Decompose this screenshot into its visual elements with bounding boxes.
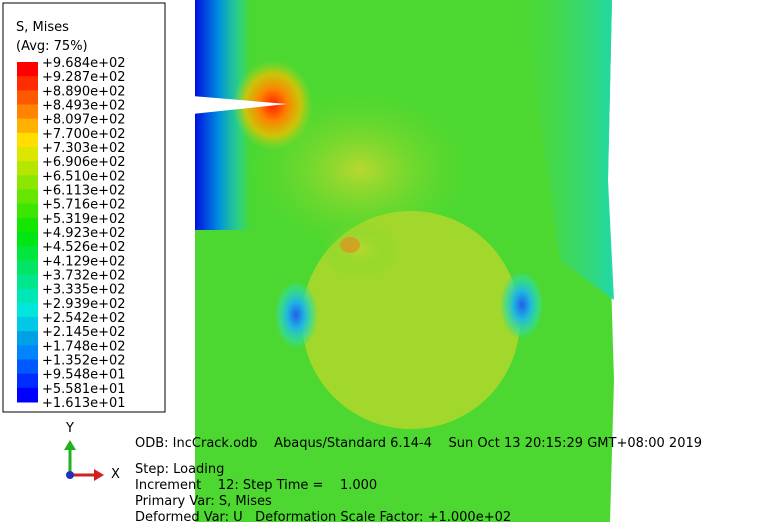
legend-level: +2.542e+02 xyxy=(42,311,126,326)
legend-band xyxy=(17,189,38,205)
legend-level: +6.113e+02 xyxy=(42,184,126,199)
legend-band xyxy=(17,104,38,120)
legend-level: +7.303e+02 xyxy=(42,141,126,156)
legend-level: +7.700e+02 xyxy=(42,127,126,142)
legend-level: +3.335e+02 xyxy=(42,283,126,298)
info-line: ODB: IncCrack.odb Abaqus/Standard 6.14-4… xyxy=(135,436,702,451)
legend-level: +4.129e+02 xyxy=(42,254,126,269)
legend-band xyxy=(17,288,38,304)
legend-band xyxy=(17,317,38,332)
legend-level: +6.510e+02 xyxy=(42,169,126,184)
legend-level: +6.906e+02 xyxy=(42,155,126,170)
legend-band xyxy=(17,90,38,105)
legend-band xyxy=(17,62,38,77)
legend-band xyxy=(17,260,38,275)
legend-band xyxy=(17,246,38,261)
triad-y-label: Y xyxy=(65,421,74,436)
legend-level: +1.352e+02 xyxy=(42,354,126,369)
info-line: Primary Var: S, Mises xyxy=(135,494,272,509)
legend-band xyxy=(17,232,38,247)
legend-level: +2.145e+02 xyxy=(42,325,126,340)
legend-level: +1.748e+02 xyxy=(42,339,126,354)
legend-level: +9.548e+01 xyxy=(42,368,126,383)
legend-subtitle: (Avg: 75%) xyxy=(16,39,88,54)
legend-bands xyxy=(17,62,38,403)
legend-level: +9.287e+02 xyxy=(42,70,126,85)
legend-band xyxy=(17,175,38,190)
triad xyxy=(64,440,104,481)
legend-band xyxy=(17,331,38,346)
legend-band xyxy=(17,118,38,134)
legend-band xyxy=(17,76,38,91)
contour-field xyxy=(192,0,614,522)
info-line: Increment 12: Step Time = 1.000 xyxy=(135,478,377,493)
legend-band xyxy=(17,387,38,403)
legend-level: +9.684e+02 xyxy=(42,56,126,71)
legend-level: +4.923e+02 xyxy=(42,226,126,241)
triad-x-label: X xyxy=(111,467,120,482)
legend-level: +3.732e+02 xyxy=(42,269,126,284)
info-line: Step: Loading xyxy=(135,462,224,477)
legend-band xyxy=(17,359,38,375)
legend-level: +5.319e+02 xyxy=(42,212,126,227)
legend-band xyxy=(17,147,38,162)
legend-level: +4.526e+02 xyxy=(42,240,126,255)
legend-level: +5.716e+02 xyxy=(42,198,126,213)
legend-level: +8.097e+02 xyxy=(42,113,126,128)
legend-title: S, Mises xyxy=(16,20,69,35)
legend-band xyxy=(17,203,38,219)
legend-band xyxy=(17,274,38,290)
legend-level: +5.581e+01 xyxy=(42,382,126,397)
legend-level: +8.890e+02 xyxy=(42,84,126,99)
legend-band xyxy=(17,302,38,318)
legend-level: +2.939e+02 xyxy=(42,297,126,312)
legend-level: +8.493e+02 xyxy=(42,99,126,114)
legend-band xyxy=(17,373,38,389)
info-line: Deformed Var: U Deformation Scale Factor… xyxy=(135,510,511,522)
legend-level: +1.613e+01 xyxy=(42,396,126,411)
legend-band xyxy=(17,132,38,148)
legend-band xyxy=(17,217,38,233)
legend-band xyxy=(17,345,38,360)
legend-band xyxy=(17,161,38,176)
